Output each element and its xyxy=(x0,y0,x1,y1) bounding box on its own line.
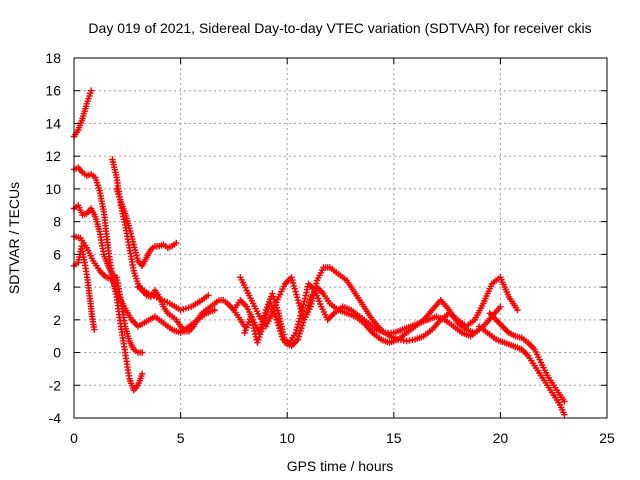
series-arc-g xyxy=(113,185,180,269)
y-tick-label: 8 xyxy=(53,214,61,230)
data-point xyxy=(561,398,568,405)
chart-title: Day 019 of 2021, Sidereal Day-to-day VTE… xyxy=(88,20,591,36)
x-tick-label: 10 xyxy=(279,430,295,446)
data-point xyxy=(249,319,256,326)
y-tick-label: -2 xyxy=(49,377,62,393)
y-tick-label: 14 xyxy=(45,115,61,131)
data-point xyxy=(292,288,299,295)
data-point xyxy=(139,349,146,356)
data-point xyxy=(173,239,180,247)
y-tick-label: 12 xyxy=(45,148,61,164)
y-tick-label: 6 xyxy=(53,246,61,262)
x-axis-label: GPS time / hours xyxy=(287,458,394,474)
data-point xyxy=(561,411,568,418)
data-point xyxy=(293,294,301,301)
data-point xyxy=(300,301,307,308)
data-point xyxy=(91,326,98,333)
data-point xyxy=(295,318,303,325)
y-tick-label: 18 xyxy=(45,50,61,66)
data-point xyxy=(139,370,146,377)
data-point xyxy=(291,285,298,292)
x-tick-label: 15 xyxy=(386,430,402,446)
data-point xyxy=(306,296,314,303)
data-point xyxy=(294,324,301,331)
series-arc-l xyxy=(475,323,568,418)
data-point xyxy=(514,306,521,314)
data-point xyxy=(205,292,212,299)
data-point xyxy=(278,333,286,340)
y-tick-label: 10 xyxy=(45,181,61,197)
series-arc-a xyxy=(70,87,95,140)
data-point xyxy=(294,336,302,343)
plot-area xyxy=(70,87,568,418)
data-point xyxy=(292,329,299,337)
y-tick-label: 4 xyxy=(53,279,61,295)
data-point xyxy=(298,309,305,317)
axes: 0 5 10 15 20 25 -4 -2 0 2 4 6 8 10 12 14 16 18 xyxy=(45,50,615,446)
x-tick-label: 5 xyxy=(177,430,185,446)
data-point xyxy=(304,305,311,312)
x-tick-label: 20 xyxy=(493,430,509,446)
x-tick-label: 0 xyxy=(70,430,78,446)
y-axis-label: SDTVAR / TECUs xyxy=(6,182,22,294)
grid xyxy=(74,58,607,418)
data-point xyxy=(305,302,312,309)
data-point xyxy=(211,306,218,314)
series-arc-k xyxy=(241,280,483,346)
data-point xyxy=(289,276,296,284)
data-point xyxy=(301,313,309,321)
y-tick-label: 2 xyxy=(53,312,61,328)
series-arc-m xyxy=(486,310,568,405)
y-tick-label: 16 xyxy=(45,83,61,99)
data-point xyxy=(289,279,297,287)
data-point xyxy=(302,310,310,318)
y-tick-label: 0 xyxy=(53,345,61,361)
series-arc-b xyxy=(70,243,98,333)
series-arc-h xyxy=(134,283,212,314)
data-point xyxy=(296,315,303,322)
plot-border xyxy=(73,57,608,419)
data-point xyxy=(87,87,95,94)
series-line xyxy=(73,235,216,334)
data-point xyxy=(497,303,504,310)
data-point xyxy=(270,296,278,303)
y-tick-label: -4 xyxy=(49,410,62,426)
x-tick-label: 25 xyxy=(599,430,615,446)
